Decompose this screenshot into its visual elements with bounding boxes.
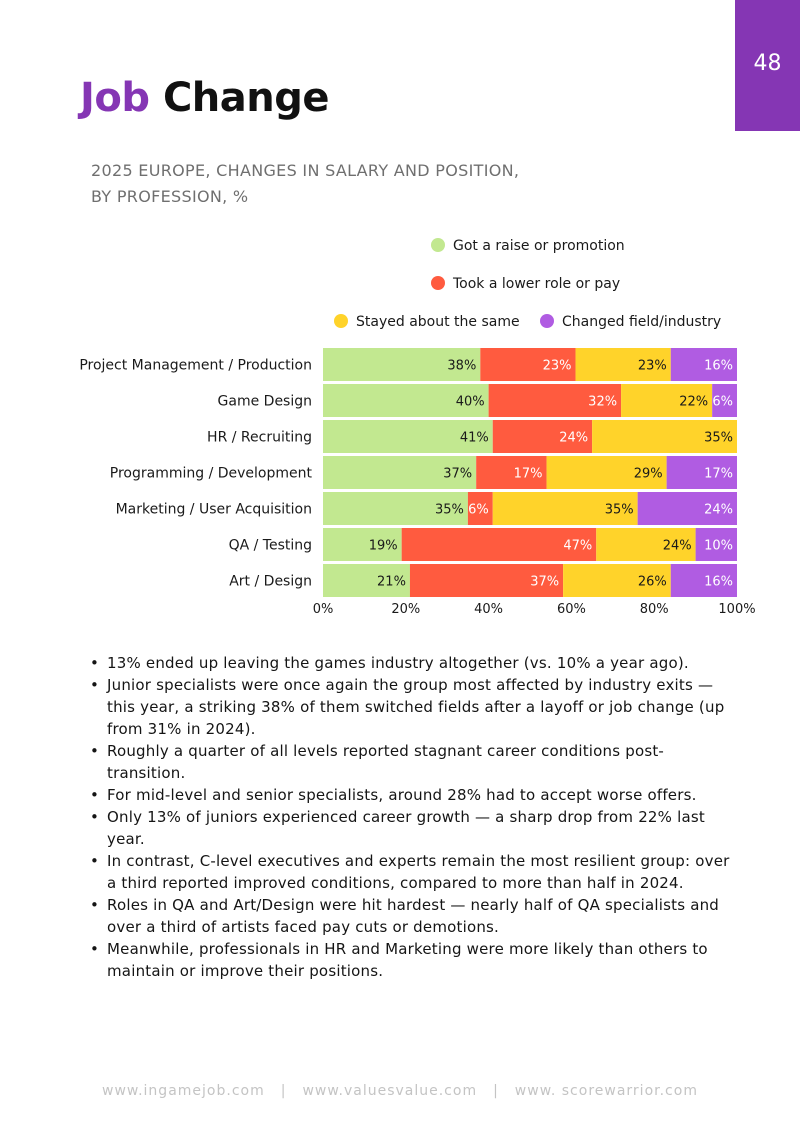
data-label: 24% (559, 431, 588, 446)
data-label: 38% (447, 359, 476, 374)
legend-swatch-3 (540, 314, 554, 328)
bar-segment-2 (563, 564, 671, 597)
bar-segment-0 (323, 492, 468, 525)
bar-segment-2 (492, 492, 638, 525)
data-label: 41% (460, 431, 489, 446)
bar-segment-2 (546, 456, 667, 489)
category-label: Project Management / Production (79, 358, 312, 374)
data-label: 47% (563, 539, 592, 554)
bar-segment-3 (666, 456, 737, 489)
bar-segment-3 (712, 384, 737, 417)
bar-segment-1 (401, 528, 597, 561)
bar-segment-1 (480, 348, 576, 381)
bar-segment-1 (492, 420, 593, 453)
data-label: 24% (663, 539, 692, 554)
data-label: 37% (530, 575, 559, 590)
data-label: 35% (704, 431, 733, 446)
footer-separator: | (493, 1083, 499, 1099)
data-label: 35% (435, 503, 464, 518)
page-number-tab: 48 (735, 0, 800, 131)
category-label: QA / Testing (229, 538, 312, 554)
legend-swatch-2 (334, 314, 348, 328)
bar-segment-2 (621, 384, 713, 417)
data-label: 17% (704, 467, 733, 482)
footer-link[interactable]: www.valuesvalue.com (302, 1083, 478, 1099)
x-tick-label: 100% (718, 602, 755, 617)
page-number: 48 (753, 51, 782, 76)
bar-segment-1 (467, 492, 493, 525)
data-label: 23% (543, 359, 572, 374)
category-label: Programming / Development (110, 466, 313, 482)
bar-segment-3 (695, 528, 737, 561)
x-tick-label: 60% (557, 602, 586, 617)
finding-item: Roughly a quarter of all levels reported… (90, 740, 730, 784)
page-title-rest: Change (162, 75, 330, 121)
page-title-accent: Job (80, 75, 150, 121)
legend-label-1: Took a lower role or pay (452, 276, 620, 292)
x-tick-label: 80% (640, 602, 669, 617)
chart-subtitle-line-2: BY PROFESSION, % (91, 187, 249, 206)
data-label: 6% (712, 395, 733, 410)
data-label: 40% (456, 395, 485, 410)
footer: www.ingamejob.com | www.valuesvalue.com | ww… (0, 1083, 800, 1099)
data-label: 16% (704, 575, 733, 590)
bar-segment-3 (670, 348, 737, 381)
page-title: Job Change (80, 75, 330, 121)
bar-segment-1 (488, 384, 622, 417)
data-label: 26% (638, 575, 667, 590)
legend-label-3: Changed field/industry (562, 314, 721, 330)
bar-segment-0 (323, 456, 477, 489)
category-label: Marketing / User Acquisition (116, 502, 312, 518)
x-tick-label: 20% (391, 602, 420, 617)
category-label: Art / Design (229, 574, 312, 590)
chart-subtitle: 2025 EUROPE, CHANGES IN SALARY AND POSIT… (91, 158, 611, 210)
data-label: 37% (443, 467, 472, 482)
bar-segment-3 (637, 492, 737, 525)
findings-list: 13% ended up leaving the games industry … (90, 652, 730, 982)
stacked-bar-chart: Got a raise or promotion Took a lower rol… (79, 238, 756, 617)
data-label: 32% (588, 395, 617, 410)
footer-link[interactable]: www. scorewarrior.com (514, 1083, 698, 1099)
data-label: 6% (468, 503, 489, 518)
bar-segment-2 (575, 348, 671, 381)
bar-segment-0 (323, 420, 493, 453)
footer-link[interactable]: www.ingamejob.com (102, 1083, 265, 1099)
finding-item: Only 13% of juniors experienced career g… (90, 806, 730, 850)
bar-segment-0 (323, 564, 410, 597)
legend-swatch-1 (431, 276, 445, 290)
bar-segment-1 (476, 456, 547, 489)
bar-segment-1 (409, 564, 564, 597)
finding-item: Roles in QA and Art/Design were hit hard… (90, 894, 730, 938)
data-label: 21% (377, 575, 406, 590)
data-label: 22% (679, 395, 708, 410)
data-label: 29% (634, 467, 663, 482)
data-label: 16% (704, 359, 733, 374)
bar-segment-2 (596, 528, 696, 561)
finding-item: For mid-level and senior specialists, ar… (90, 784, 730, 806)
bar-segment-0 (323, 348, 481, 381)
finding-item: Meanwhile, professionals in HR and Marke… (90, 938, 730, 982)
x-tick-label: 40% (474, 602, 503, 617)
data-label: 17% (514, 467, 543, 482)
data-label: 10% (704, 539, 733, 554)
finding-item: Junior specialists were once again the g… (90, 674, 730, 740)
chart-subtitle-line-1: 2025 EUROPE, CHANGES IN SALARY AND POSIT… (91, 161, 520, 180)
bar-segment-0 (323, 384, 489, 417)
footer-separator: | (280, 1083, 287, 1099)
data-label: 35% (605, 503, 634, 518)
data-label: 23% (638, 359, 667, 374)
finding-item: In contrast, C-level executives and expe… (90, 850, 730, 894)
data-label: 24% (704, 503, 733, 518)
data-label: 19% (369, 539, 398, 554)
legend-label-0: Got a raise or promotion (453, 238, 625, 254)
category-label: Game Design (218, 394, 312, 410)
category-label: HR / Recruiting (207, 430, 312, 446)
x-tick-label: 0% (313, 602, 334, 617)
legend-swatch-0 (431, 238, 445, 252)
finding-item: 13% ended up leaving the games industry … (90, 652, 730, 674)
legend-label-2: Stayed about the same (356, 314, 520, 330)
bar-segment-3 (670, 564, 737, 597)
bar-segment-0 (323, 528, 402, 561)
bar-segment-2 (592, 420, 737, 453)
